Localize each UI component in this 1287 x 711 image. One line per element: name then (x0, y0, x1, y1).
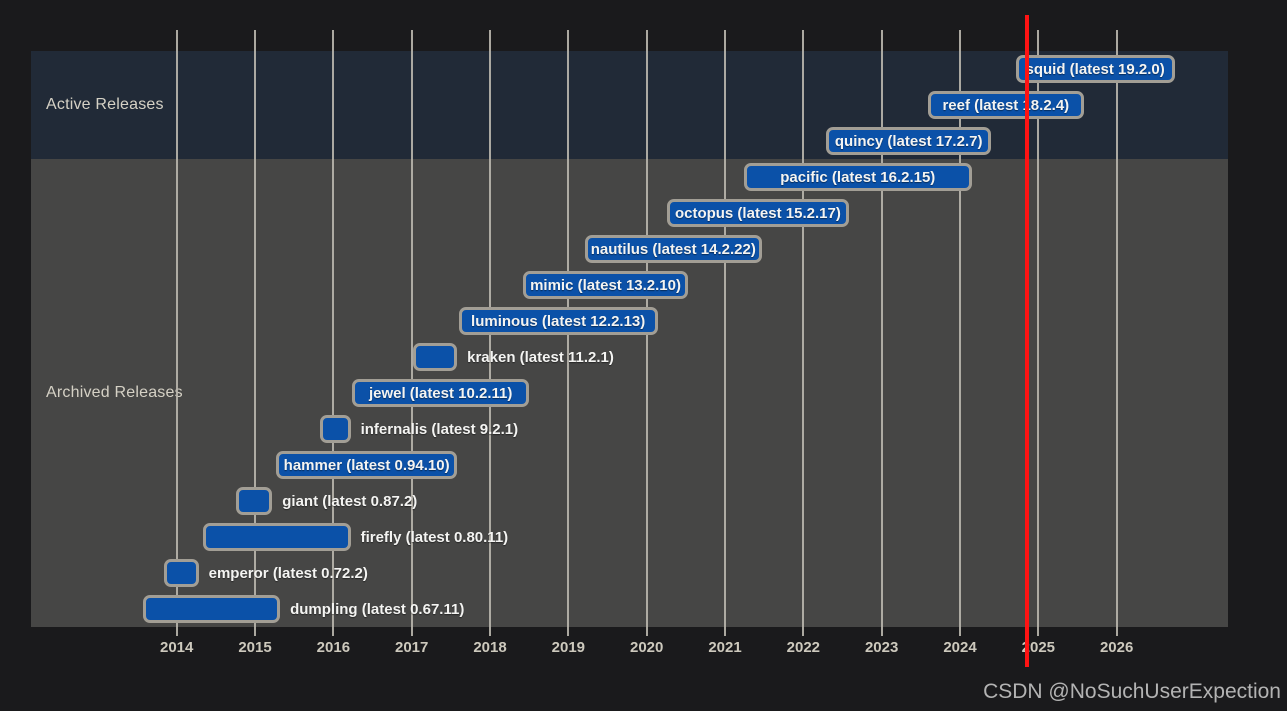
gridline-2014 (175, 30, 178, 627)
axis-tick-label-2016: 2016 (316, 639, 351, 656)
watermark: CSDN @NoSuchUserExpection (983, 680, 1281, 703)
tick-2018 (489, 627, 492, 636)
gridline-2015 (254, 30, 257, 627)
gridline-2024 (959, 30, 961, 627)
tick-2021 (724, 627, 726, 636)
tick-2024 (959, 627, 961, 636)
gridline-2017 (410, 30, 413, 627)
release-label-octopus: octopus (latest 15.2.17) (674, 204, 841, 222)
tick-2025 (1037, 627, 1040, 636)
release-bar-kraken (413, 343, 458, 371)
release-bar-infernalis (320, 415, 351, 443)
release-label-mimic: mimic (latest 13.2.10) (530, 276, 681, 294)
tick-2017 (410, 627, 413, 636)
axis-tick-label-2015: 2015 (238, 639, 272, 656)
tick-2026 (1115, 627, 1118, 636)
tick-2020 (645, 627, 648, 636)
release-bar-giant (236, 487, 273, 515)
release-label-squid: squid (latest 19.2.0) (1025, 60, 1165, 78)
axis-tick-label-2017: 2017 (395, 639, 429, 656)
release-label-giant: giant (latest 0.87.2) (282, 492, 418, 510)
axis-tick-label-2026: 2026 (1099, 639, 1134, 656)
axis-tick-label-2018: 2018 (473, 639, 507, 656)
release-label-jewel: jewel (latest 10.2.11) (368, 384, 513, 402)
release-label-firefly: firefly (latest 0.80.11) (360, 528, 509, 546)
gridline-2026 (1115, 30, 1118, 627)
axis-tick-label-2022: 2022 (786, 639, 821, 656)
tick-2015 (254, 627, 257, 636)
tick-2023 (880, 627, 883, 636)
section-label-archived: Archived Releases (46, 384, 183, 401)
release-label-hammer: hammer (latest 0.94.10) (283, 456, 450, 474)
release-bar-quincy: quincy (latest 17.2.7) (826, 127, 992, 155)
axis-tick-label-2025: 2025 (1021, 639, 1056, 656)
gridline-2022 (802, 30, 805, 627)
release-label-nautilus: nautilus (latest 14.2.22) (590, 240, 756, 258)
axis-tick-label-2024: 2024 (943, 639, 977, 656)
gridline-2023 (880, 30, 883, 627)
tick-2014 (175, 627, 178, 636)
axis-tick-label-2019: 2019 (551, 639, 586, 656)
gridline-2016 (332, 30, 335, 627)
release-bar-pacific: pacific (latest 16.2.15) (743, 163, 972, 191)
release-label-quincy: quincy (latest 17.2.7) (834, 132, 983, 150)
section-label-active: Active Releases (46, 96, 164, 113)
release-bar-mimic: mimic (latest 13.2.10) (522, 271, 689, 299)
tick-2016 (332, 627, 335, 636)
release-bar-dumpling (143, 595, 281, 623)
release-bar-jewel: jewel (latest 10.2.11) (352, 379, 530, 407)
gridline-2021 (724, 30, 726, 627)
axis-tick-label-2014: 2014 (160, 639, 194, 656)
archived-releases-band: Archived Releases (31, 159, 1228, 627)
release-bar-nautilus: nautilus (latest 14.2.22) (584, 235, 762, 263)
today-marker-line (1025, 15, 1030, 667)
release-bar-octopus: octopus (latest 15.2.17) (667, 199, 849, 227)
release-bar-squid: squid (latest 19.2.0) (1015, 55, 1175, 83)
tick-2022 (802, 627, 805, 636)
release-bar-reef: reef (latest 18.2.4) (927, 91, 1084, 119)
release-bar-emperor (164, 559, 199, 587)
release-label-kraken: kraken (latest 11.2.1) (467, 348, 614, 366)
release-label-emperor: emperor (latest 0.72.2) (208, 564, 368, 582)
release-label-dumpling: dumpling (latest 0.67.11) (290, 600, 465, 618)
release-label-reef: reef (latest 18.2.4) (942, 96, 1070, 114)
tick-2019 (567, 627, 570, 636)
release-bar-hammer: hammer (latest 0.94.10) (276, 451, 458, 479)
gridline-2025 (1037, 30, 1040, 627)
release-label-pacific: pacific (latest 16.2.15) (780, 168, 936, 186)
release-label-infernalis: infernalis (latest 9.2.1) (360, 420, 519, 438)
release-bar-firefly (203, 523, 351, 551)
axis-tick-label-2021: 2021 (708, 639, 742, 656)
axis-tick-label-2023: 2023 (864, 639, 899, 656)
axis-tick-label-2020: 2020 (629, 639, 664, 656)
release-label-luminous: luminous (latest 12.2.13) (471, 312, 646, 330)
release-bar-luminous: luminous (latest 12.2.13) (458, 307, 658, 335)
